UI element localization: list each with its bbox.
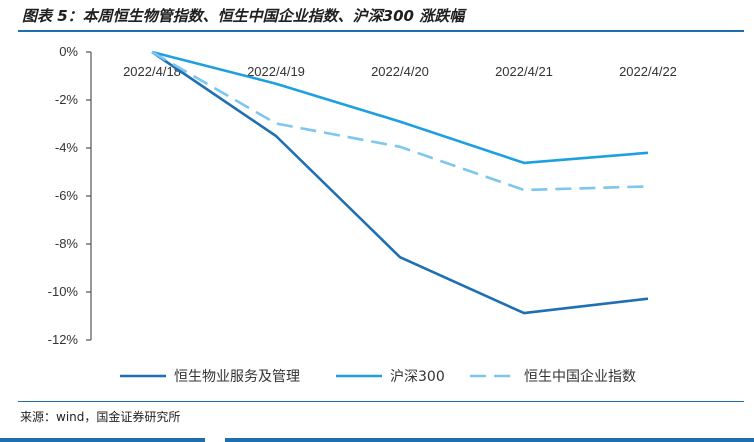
y-tick-label: -12%: [48, 332, 79, 347]
x-tick-label: 2022/4/21: [495, 64, 553, 79]
x-tick-label: 2022/4/19: [247, 64, 305, 79]
legend-label-0: 恒生物业服务及管理: [174, 369, 300, 385]
y-tick-label: -10%: [48, 284, 79, 299]
y-tick-label: -8%: [55, 236, 79, 251]
y-tick-label: -2%: [55, 92, 79, 107]
x-tick-labels: 2022/4/18 2022/4/19 2022/4/20 2022/4/21 2022…: [123, 64, 677, 79]
x-tick-label: 2022/4/18: [123, 64, 181, 79]
line-chart: 0%-2%-4%-6%-8%-10%-12% 2022/4/18 2022/4/1…: [48, 44, 677, 385]
series-lines: [151, 50, 649, 315]
y-tick-label: -4%: [55, 140, 79, 155]
legend: 恒生物业服务及管理 沪深300 恒生中国企业指数: [120, 368, 636, 385]
x-tick-label: 2022/4/20: [371, 64, 429, 79]
bottom-bar-right: [225, 438, 754, 442]
x-tick-label: 2022/4/22: [619, 64, 677, 79]
y-tick-labels: 0% -2% -4% -6% -8% -10% -12%: [48, 44, 91, 347]
figure-title: 图表 5：本周恒生物管指数、恒生中国企业指数、沪深300 涨跌幅: [22, 7, 465, 25]
legend-label-1: 沪深300: [390, 369, 445, 385]
source-note: 来源：wind，国金证券研究所: [20, 410, 181, 424]
y-tick-label: 0%: [59, 44, 78, 59]
title-divider: [18, 30, 744, 32]
legend-label-2: 恒生中国企业指数: [524, 368, 636, 385]
series-line-0: [151, 50, 649, 315]
footer-divider: [18, 401, 744, 402]
bottom-bar-left: [0, 438, 205, 442]
y-tick-label: -6%: [55, 188, 79, 203]
